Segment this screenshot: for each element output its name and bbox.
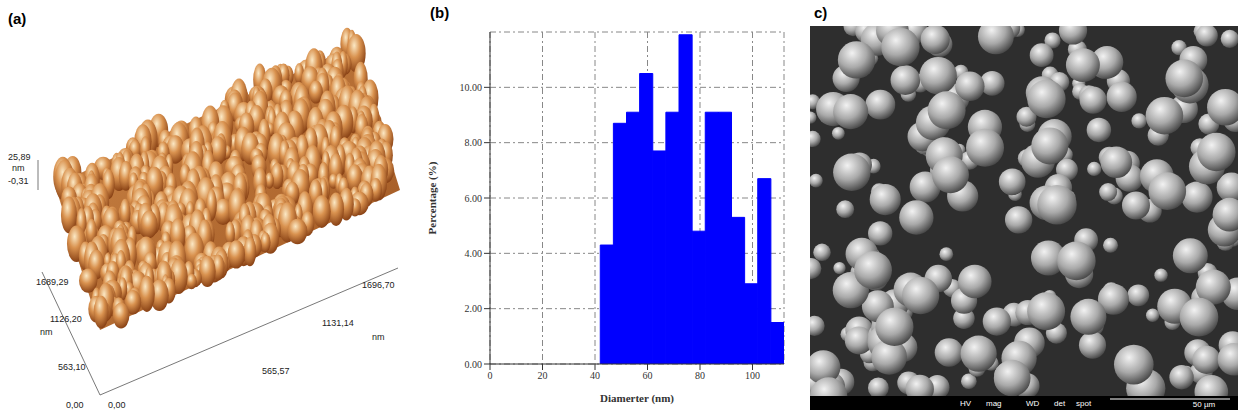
svg-text:mag: mag [986,399,1002,408]
svg-text:det: det [1054,399,1066,408]
svg-text:8.00: 8.00 [465,137,483,148]
svg-text:1131,14: 1131,14 [322,318,354,328]
svg-text:(a): (a) [8,10,26,27]
svg-text:0,00: 0,00 [108,400,126,410]
svg-text:Percentage (%): Percentage (%) [426,161,439,234]
svg-text:2.00: 2.00 [465,303,483,314]
svg-text:nm: nm [372,332,385,342]
svg-text:1126,20: 1126,20 [50,314,82,324]
svg-text:1689,29: 1689,29 [36,277,69,287]
html-text:c): c) [814,4,828,21]
svg-text:6.00: 6.00 [465,193,483,204]
svg-text:25,89: 25,89 [8,152,31,162]
svg-text:563,10: 563,10 [58,362,86,372]
svg-text:nm: nm [12,163,25,173]
svg-text:40: 40 [590,370,600,381]
svg-text:spot: spot [1076,399,1092,408]
svg-text:0: 0 [488,370,493,381]
svg-text:HV: HV [960,399,972,408]
svg-text:50 µm: 50 µm [1193,400,1216,409]
svg-text:0.00: 0.00 [465,359,483,370]
svg-text:100: 100 [745,370,760,381]
svg-text:80: 80 [695,370,705,381]
svg-text:4.00: 4.00 [465,248,483,259]
svg-text:Diamerter (nm): Diamerter (nm) [600,392,674,405]
svg-text:1696,70: 1696,70 [362,280,395,290]
svg-text:20: 20 [538,370,548,381]
svg-text:565,57: 565,57 [262,366,290,376]
svg-text:WD: WD [1026,399,1040,408]
svg-text:0,00: 0,00 [66,400,84,410]
svg-text:-0,31: -0,31 [8,176,29,186]
svg-text:60: 60 [643,370,653,381]
svg-text:10.00: 10.00 [460,82,483,93]
html-text:(b): (b) [430,4,450,21]
svg-text:nm: nm [40,327,53,337]
